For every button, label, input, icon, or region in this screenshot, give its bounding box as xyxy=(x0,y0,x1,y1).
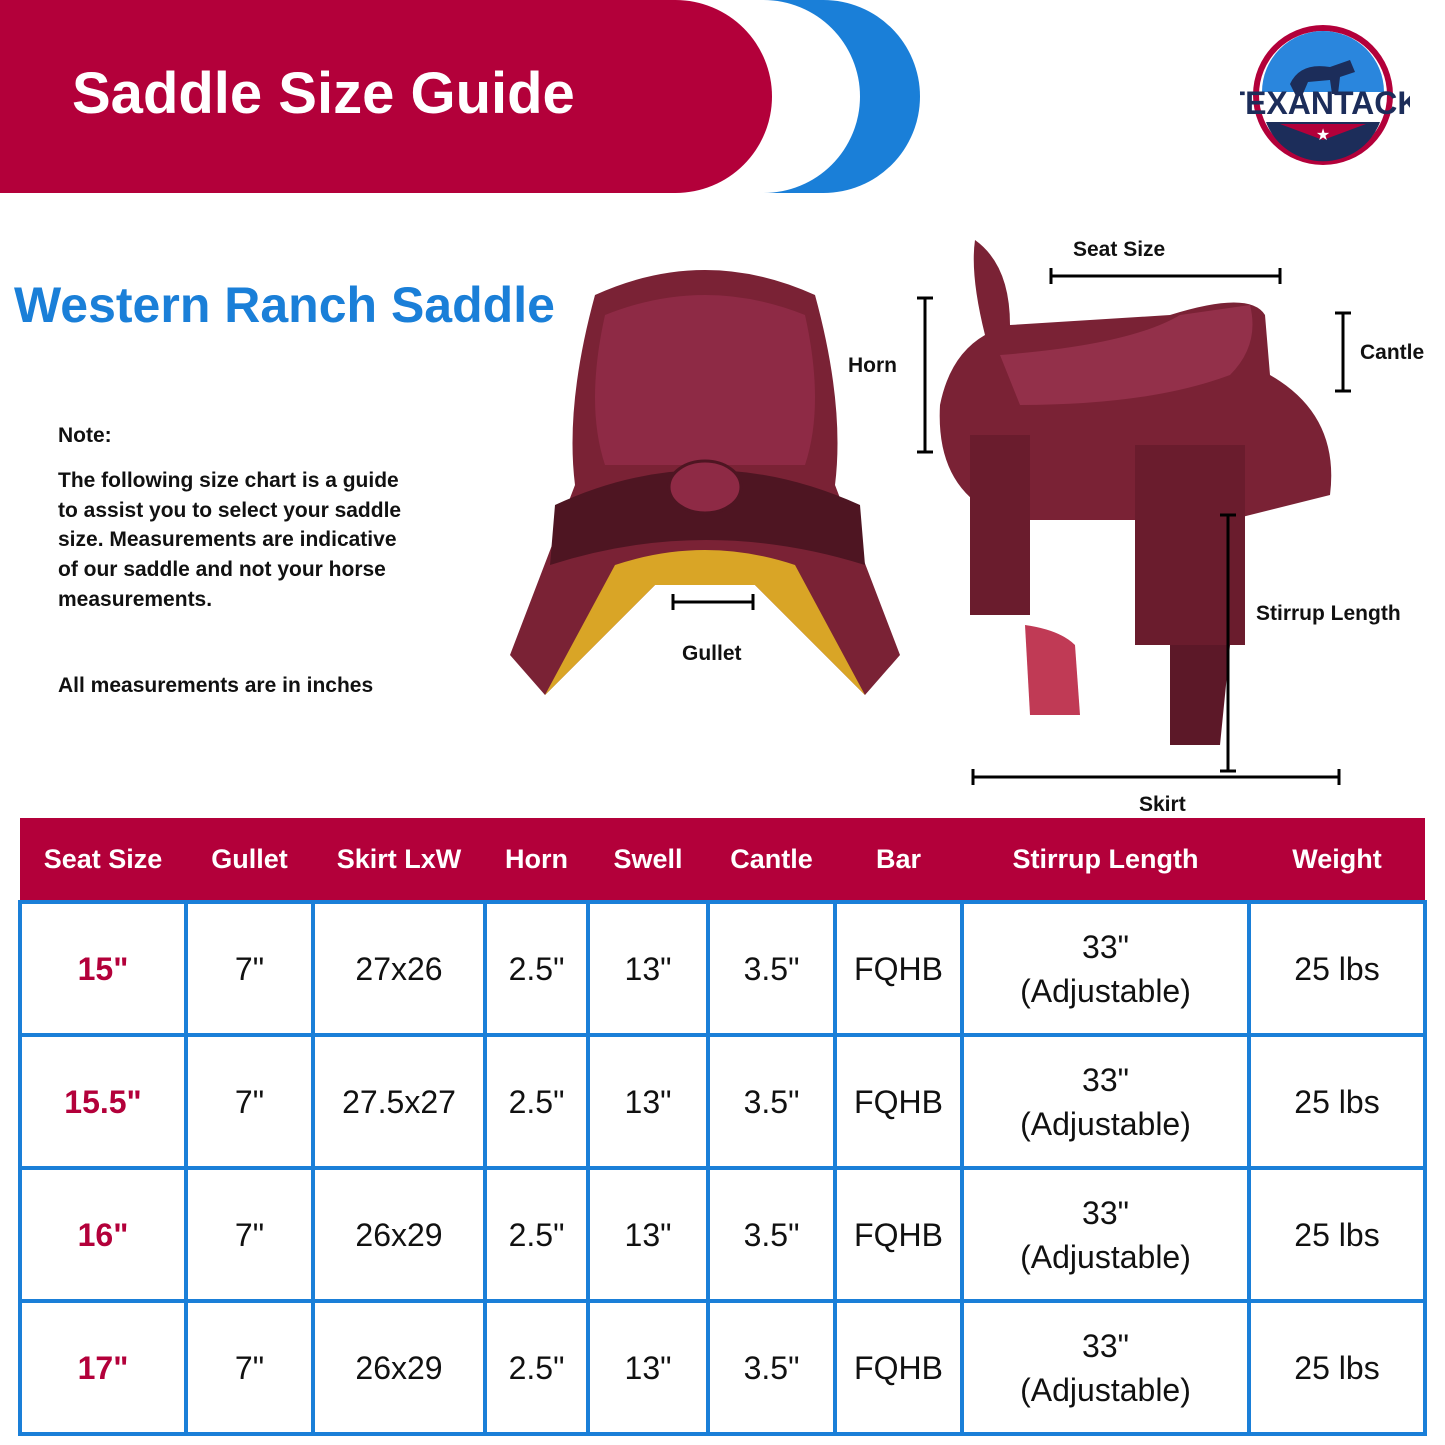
stirrup-length-cell: 33" (Adjustable) xyxy=(960,1299,1251,1436)
table-row: 15.5" 7" 27.5x27 2.5" 13" 3.5" FQHB 33" (Adjusta… xyxy=(18,1033,1427,1170)
seat-size-cell: 15.5" xyxy=(18,1033,188,1170)
stirrup-length-cell: 33" (Adjustable) xyxy=(960,900,1251,1037)
skirt-cell: 27x26 xyxy=(311,900,487,1037)
table-row: 16" 7" 26x29 2.5" 13" 3.5" FQHB 33" (Adjustable)… xyxy=(18,1166,1427,1303)
saddle-front-image xyxy=(510,270,900,695)
horn-cell: 2.5" xyxy=(483,1299,590,1436)
gullet-cell: 7" xyxy=(184,1033,315,1170)
stirrup-length-cell: 33" (Adjustable) xyxy=(960,1033,1251,1170)
cantle-measure-line xyxy=(1335,311,1351,393)
stirrup-measure-line xyxy=(1220,513,1236,773)
stirrup-note: (Adjustable) xyxy=(1020,972,1191,1009)
cantle-cell: 3.5" xyxy=(706,900,837,1037)
swell-cell: 13" xyxy=(586,900,710,1037)
stirrup-length-label: Stirrup Length xyxy=(1256,602,1401,625)
skirt-cell: 26x29 xyxy=(311,1299,487,1436)
stirrup-value: 33" xyxy=(1082,1194,1129,1231)
horn-cell: 2.5" xyxy=(483,900,590,1037)
note-label: Note: xyxy=(58,424,112,447)
header-bar: Bar xyxy=(835,818,962,902)
gullet-cell: 7" xyxy=(184,1166,315,1303)
stirrup-note: (Adjustable) xyxy=(1020,1238,1191,1275)
horn-label: Horn xyxy=(848,354,897,377)
seat-size-measure-line xyxy=(1049,268,1282,284)
header-horn: Horn xyxy=(485,818,588,902)
seat-size-label: Seat Size xyxy=(1073,238,1166,261)
swell-cell: 13" xyxy=(586,1166,710,1303)
skirt-label: Skirt xyxy=(1139,793,1186,816)
horn-measure-line xyxy=(917,296,933,454)
bar-cell: FQHB xyxy=(833,1166,964,1303)
bar-cell: FQHB xyxy=(833,900,964,1037)
table-header-row: Seat Size Gullet Skirt LxW Horn Swell Ca… xyxy=(20,818,1425,902)
gullet-cell: 7" xyxy=(184,900,315,1037)
saddle-side-image xyxy=(939,240,1332,745)
seat-size-cell: 15" xyxy=(18,900,188,1037)
header-banner xyxy=(0,0,772,193)
stirrup-value: 33" xyxy=(1082,1061,1129,1098)
header-stirrup-length: Stirrup Length xyxy=(962,818,1249,902)
texantack-logo: TEXANTACK ★ xyxy=(1240,25,1410,165)
seat-size-cell: 17" xyxy=(18,1299,188,1436)
units-note: All measurements are in inches xyxy=(58,674,374,697)
skirt-measure-line xyxy=(971,769,1341,785)
swell-cell: 13" xyxy=(586,1299,710,1436)
cantle-label: Cantle xyxy=(1360,341,1425,364)
stirrup-value: 33" xyxy=(1082,1327,1129,1364)
stirrup-note: (Adjustable) xyxy=(1020,1105,1191,1142)
header-gullet: Gullet xyxy=(186,818,313,902)
saddle-type-heading: Western Ranch Saddle xyxy=(14,277,555,333)
header-weight: Weight xyxy=(1249,818,1425,902)
bar-cell: FQHB xyxy=(833,1299,964,1436)
stirrup-note: (Adjustable) xyxy=(1020,1371,1191,1408)
weight-cell: 25 lbs xyxy=(1247,1299,1427,1436)
table-row: 17" 7" 26x29 2.5" 13" 3.5" FQHB 33" (Adjustable)… xyxy=(18,1299,1427,1436)
skirt-cell: 26x29 xyxy=(311,1166,487,1303)
swell-cell: 13" xyxy=(586,1033,710,1170)
gullet-measure-line xyxy=(671,594,755,610)
note-text: The following size chart is a guide to a… xyxy=(58,469,402,611)
table-row: 15" 7" 27x26 2.5" 13" 3.5" FQHB 33" (Adjustable)… xyxy=(18,900,1427,1037)
size-chart-table: Seat Size Gullet Skirt LxW Horn Swell Ca… xyxy=(18,818,1427,1436)
header-cantle: Cantle xyxy=(708,818,835,902)
horn-cell: 2.5" xyxy=(483,1033,590,1170)
weight-cell: 25 lbs xyxy=(1247,1166,1427,1303)
cantle-cell: 3.5" xyxy=(706,1299,837,1436)
seat-size-cell: 16" xyxy=(18,1166,188,1303)
gullet-label: Gullet xyxy=(682,642,742,665)
stirrup-value: 33" xyxy=(1082,928,1129,965)
header-swell: Swell xyxy=(588,818,708,902)
header-seat-size: Seat Size xyxy=(20,818,186,902)
svg-text:★: ★ xyxy=(1316,127,1330,144)
gullet-cell: 7" xyxy=(184,1299,315,1436)
stirrup-length-cell: 33" (Adjustable) xyxy=(960,1166,1251,1303)
bar-cell: FQHB xyxy=(833,1033,964,1170)
weight-cell: 25 lbs xyxy=(1247,900,1427,1037)
horn-cell: 2.5" xyxy=(483,1166,590,1303)
header-skirt: Skirt LxW xyxy=(313,818,485,902)
cantle-cell: 3.5" xyxy=(706,1033,837,1170)
page-title: Saddle Size Guide xyxy=(72,61,575,126)
cantle-cell: 3.5" xyxy=(706,1166,837,1303)
svg-text:TEXANTACK: TEXANTACK xyxy=(1240,85,1410,121)
skirt-cell: 27.5x27 xyxy=(311,1033,487,1170)
weight-cell: 25 lbs xyxy=(1247,1033,1427,1170)
